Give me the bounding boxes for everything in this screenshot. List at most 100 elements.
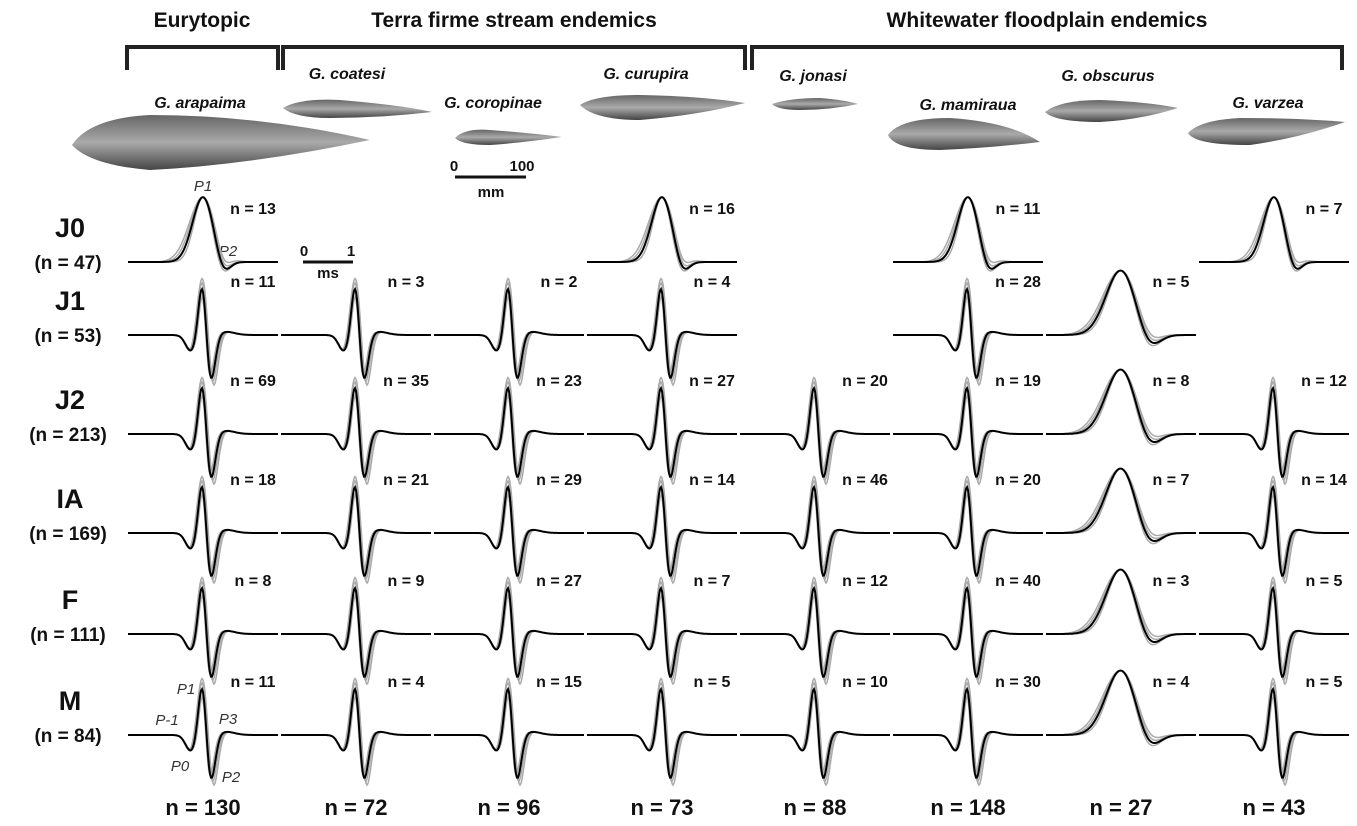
cell-count: n = 8 xyxy=(235,573,272,590)
cell-count: n = 40 xyxy=(995,573,1041,590)
waveform-mean xyxy=(128,585,278,678)
waveform-mean xyxy=(434,484,584,577)
peak-label: P1 xyxy=(177,681,195,698)
scale-label: 1 xyxy=(347,243,355,260)
column-total: n = 148 xyxy=(930,795,1005,820)
cell-count: n = 69 xyxy=(230,373,276,390)
waveform-mean xyxy=(128,686,278,779)
cell-count: n = 35 xyxy=(383,373,429,390)
waveform-mean xyxy=(1199,484,1349,577)
row-label: J1 xyxy=(55,286,85,316)
peak-label: P2 xyxy=(219,243,238,260)
cell-count: n = 8 xyxy=(1153,373,1190,390)
waveform-mean xyxy=(587,585,737,678)
waveform-mean xyxy=(893,385,1043,478)
cell-count: n = 5 xyxy=(1153,274,1190,291)
cell-count: n = 16 xyxy=(689,201,735,218)
waveform-mean xyxy=(1046,269,1196,344)
waveform-mean xyxy=(1046,467,1196,542)
cell-count: n = 3 xyxy=(1153,573,1190,590)
column-total: n = 130 xyxy=(165,795,240,820)
scale-label: 0 xyxy=(300,243,308,260)
cell-count: n = 29 xyxy=(536,472,582,489)
waveform-mean xyxy=(434,385,584,478)
waveform-mean xyxy=(740,484,890,577)
cell-count: n = 14 xyxy=(1301,472,1347,489)
waveform-mean xyxy=(587,484,737,577)
cell-count: n = 27 xyxy=(689,373,735,390)
cell-count: n = 46 xyxy=(842,472,888,489)
waveform-mean xyxy=(1046,669,1196,744)
cell-count: n = 12 xyxy=(1301,373,1347,390)
waveform-mean xyxy=(434,686,584,779)
cell-count: n = 2 xyxy=(541,274,578,291)
scale-unit: mm xyxy=(478,184,505,201)
cell-count: n = 3 xyxy=(388,274,425,291)
cell-count: n = 5 xyxy=(694,674,731,691)
cell-count: n = 7 xyxy=(1153,472,1190,489)
cell-count: n = 28 xyxy=(995,274,1041,291)
waveform-mean xyxy=(587,385,737,478)
waveform-mean xyxy=(281,286,431,379)
group-title: Terra firme stream endemics xyxy=(371,9,657,32)
fish-images xyxy=(72,95,1345,170)
cell-count: n = 5 xyxy=(1306,573,1343,590)
cell-count: n = 9 xyxy=(388,573,425,590)
row-label: F xyxy=(62,585,79,615)
waveform-mean xyxy=(893,484,1043,577)
row-total: (n = 84) xyxy=(34,726,101,747)
peak-label: P-1 xyxy=(155,712,178,729)
cell-count: n = 20 xyxy=(995,472,1041,489)
waveform-mean xyxy=(128,484,278,577)
row-total: (n = 213) xyxy=(29,425,107,446)
cell-count: n = 30 xyxy=(995,674,1041,691)
peak-label: P3 xyxy=(219,711,238,728)
waveform-mean xyxy=(893,196,1043,270)
row-label: M xyxy=(59,686,82,716)
cell-count: n = 7 xyxy=(694,573,731,590)
waveform-mean xyxy=(1046,568,1196,643)
cell-count: n = 4 xyxy=(694,274,731,291)
peak-label: P2 xyxy=(222,769,241,786)
species-name: G. arapaima xyxy=(154,95,246,112)
column-total: n = 96 xyxy=(478,795,541,820)
row-label: J2 xyxy=(55,385,85,415)
row-total: (n = 111) xyxy=(30,625,106,646)
waveform-mean xyxy=(740,686,890,779)
cell-count: n = 18 xyxy=(230,472,276,489)
waveform-mean xyxy=(128,385,278,478)
column-total: n = 88 xyxy=(784,795,847,820)
column-total: n = 73 xyxy=(631,795,694,820)
column-total: n = 43 xyxy=(1243,795,1306,820)
waveform-mean xyxy=(587,686,737,779)
group-title: Whitewater floodplain endemics xyxy=(887,9,1208,32)
waveform-mean xyxy=(1199,196,1349,270)
waveform-mean xyxy=(281,484,431,577)
species-name: G. mamiraua xyxy=(920,97,1017,114)
waveform-mean xyxy=(434,585,584,678)
waveform-mean xyxy=(740,385,890,478)
waveform-mean xyxy=(893,686,1043,779)
cell-count: n = 11 xyxy=(231,674,276,691)
species-name: G. curupira xyxy=(603,66,688,83)
cell-count: n = 11 xyxy=(231,274,276,291)
scale-label: 100 xyxy=(509,158,534,175)
cell-count: n = 7 xyxy=(1306,201,1343,218)
row-label: J0 xyxy=(55,213,85,243)
waveform-mean xyxy=(893,585,1043,678)
waveform-mean xyxy=(1199,385,1349,478)
cell-count: n = 11 xyxy=(996,201,1041,218)
cell-count: n = 14 xyxy=(689,472,735,489)
waveform-mean xyxy=(1199,686,1349,779)
cell-count: n = 19 xyxy=(995,373,1041,390)
waveform-mean xyxy=(128,196,278,270)
waveform-mean xyxy=(281,686,431,779)
species-name: G. obscurus xyxy=(1061,68,1154,85)
species-name: G. varzea xyxy=(1232,95,1303,112)
cell-count: n = 15 xyxy=(536,674,582,691)
cell-count: n = 10 xyxy=(842,674,888,691)
waveform-mean xyxy=(434,286,584,379)
cell-count: n = 20 xyxy=(842,373,888,390)
row-total: (n = 47) xyxy=(34,253,101,274)
